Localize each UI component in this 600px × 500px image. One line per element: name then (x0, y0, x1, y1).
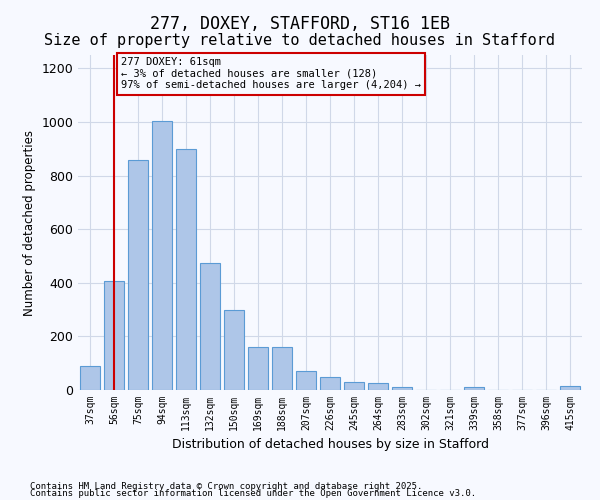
Bar (224, 310, 244, 390)
Bar (560, 386, 580, 390)
Bar (464, 388, 484, 390)
X-axis label: Distribution of detached houses by size in Stafford: Distribution of detached houses by size … (172, 438, 488, 452)
Bar (296, 371, 316, 390)
Bar (176, 149, 196, 390)
Bar (392, 388, 412, 390)
Bar (128, 160, 148, 390)
Text: Contains HM Land Registry data © Crown copyright and database right 2025.: Contains HM Land Registry data © Crown c… (30, 482, 422, 491)
Bar (248, 347, 268, 390)
Bar (152, 120, 172, 390)
Bar (272, 347, 292, 390)
Bar (104, 282, 124, 390)
Text: 277 DOXEY: 61sqm
← 3% of detached houses are smaller (128)
97% of semi-detached : 277 DOXEY: 61sqm ← 3% of detached houses… (121, 57, 421, 90)
Bar (368, 384, 388, 390)
Y-axis label: Number of detached properties: Number of detached properties (23, 130, 36, 316)
Bar (200, 262, 220, 390)
Text: Contains public sector information licensed under the Open Government Licence v3: Contains public sector information licen… (30, 488, 476, 498)
Bar (320, 376, 340, 390)
Text: Size of property relative to detached houses in Stafford: Size of property relative to detached ho… (44, 32, 556, 48)
Text: 277, DOXEY, STAFFORD, ST16 1EB: 277, DOXEY, STAFFORD, ST16 1EB (150, 15, 450, 33)
Bar (80, 366, 100, 390)
Bar (344, 382, 364, 390)
